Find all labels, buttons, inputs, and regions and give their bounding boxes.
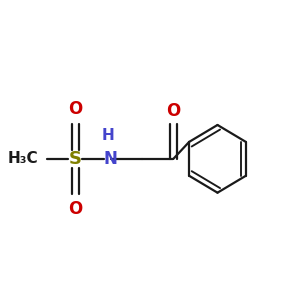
Text: S: S xyxy=(69,150,82,168)
Text: O: O xyxy=(166,102,181,120)
Text: N: N xyxy=(104,150,118,168)
Text: O: O xyxy=(68,200,82,218)
Text: O: O xyxy=(68,100,82,118)
Text: H: H xyxy=(102,128,115,142)
Text: H₃C: H₃C xyxy=(8,151,38,166)
